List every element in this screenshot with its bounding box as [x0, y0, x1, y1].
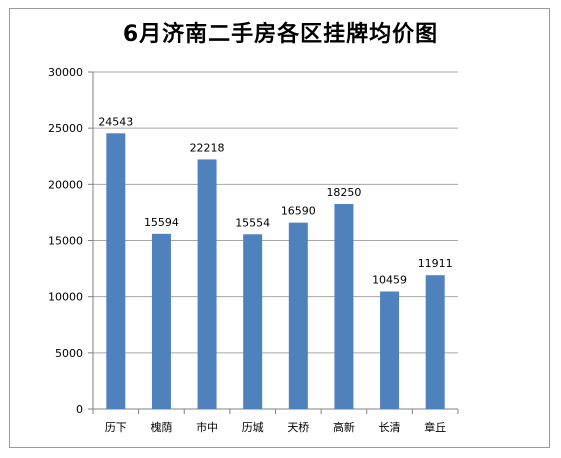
x-category-label: 高新 [333, 420, 355, 434]
chart-title: 6月济南二手房各区挂牌均价图 [122, 22, 439, 47]
y-tick-label: 15000 [48, 235, 83, 248]
y-tick-label: 20000 [48, 178, 83, 191]
bar [425, 275, 445, 409]
bar [106, 133, 126, 409]
y-tick-label: 0 [76, 403, 83, 416]
y-tick-label: 10000 [48, 291, 83, 304]
y-tick-label: 5000 [55, 347, 83, 360]
x-category-label: 历下 [105, 421, 127, 434]
bar-layer [106, 133, 445, 409]
data-label: 10459 [372, 274, 407, 287]
data-label: 15594 [144, 216, 179, 229]
x-category-label: 章丘 [424, 420, 446, 434]
bar [197, 159, 217, 409]
grid-layer [93, 71, 458, 354]
x-category-label: 天桥 [287, 421, 309, 434]
data-label: 16590 [281, 205, 316, 218]
bar [380, 291, 400, 409]
data-label: 11911 [418, 257, 453, 270]
x-category-label: 槐荫 [150, 420, 172, 434]
data-label: 22218 [190, 141, 225, 154]
x-category-label: 长清 [379, 421, 401, 434]
bar [151, 233, 171, 409]
y-tick-label: 25000 [48, 122, 83, 135]
data-label: 18250 [326, 186, 361, 199]
label-layer: 24543 历下 15594 槐荫 22218 市中 15554 历城 16590 天桥 18250… [98, 115, 452, 434]
data-label: 24543 [98, 115, 133, 128]
data-label: 15554 [235, 216, 270, 229]
x-category-label: 市中 [196, 420, 218, 434]
bar [288, 222, 308, 409]
y-tick-label: 30000 [48, 66, 83, 79]
bar [334, 203, 354, 409]
chart-frame [9, 8, 550, 448]
x-category-label: 历城 [242, 421, 264, 434]
bar [243, 234, 263, 409]
